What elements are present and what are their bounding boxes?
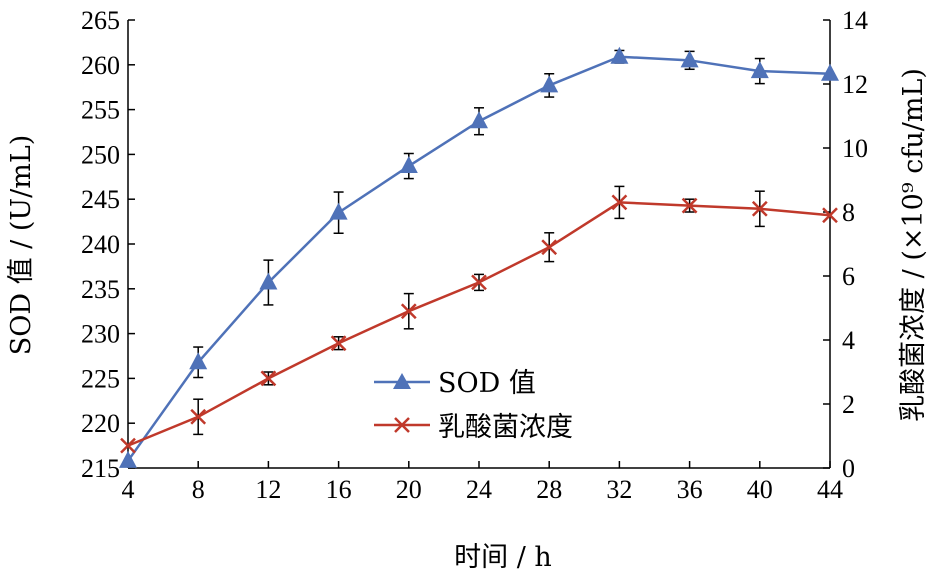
data-point-x: [190, 408, 207, 425]
data-point-triangle: [189, 352, 208, 370]
right-y-tick-label: 12: [842, 70, 868, 99]
legend-sod-marker: [393, 373, 411, 389]
x-tick-label: 24: [466, 475, 492, 504]
data-point-x: [611, 194, 628, 211]
data-point-triangle: [610, 46, 629, 64]
x-axis-title: 时间 / h: [454, 542, 552, 573]
right-y-tick-label: 8: [842, 198, 855, 227]
left-y-axis-title: SOD 值 / (U/mL): [6, 135, 37, 356]
legend: SOD 值 乳酸菌浓度: [374, 368, 573, 443]
legend-lactobacillus-label: 乳酸菌浓度: [438, 412, 573, 443]
left-y-tick-label: 260: [81, 51, 120, 80]
right-y-axis-ticks: 0 2 4 6 8 10 12 14: [823, 6, 868, 483]
series-sod: [119, 46, 839, 468]
data-point-triangle: [399, 156, 418, 174]
data-point-x: [260, 370, 277, 387]
left-y-tick-label: 250: [81, 140, 120, 169]
left-y-axis-ticks: 215 220 225 230 235 240 245 250 255 260 265: [81, 6, 135, 483]
left-y-tick-label: 245: [81, 185, 120, 214]
x-tick-label: 8: [192, 475, 205, 504]
x-tick-label: 28: [536, 475, 562, 504]
right-y-tick-label: 10: [842, 134, 868, 163]
right-y-tick-label: 6: [842, 262, 855, 291]
data-point-x: [541, 239, 558, 256]
data-point-x: [681, 197, 698, 214]
left-y-tick-label: 255: [81, 96, 120, 125]
data-point-x: [400, 303, 417, 320]
data-point-triangle: [470, 111, 488, 129]
data-point-triangle: [119, 450, 137, 468]
right-y-axis-title: 乳酸菌浓度 / (×10⁹ cfu/mL): [898, 68, 929, 422]
data-point-triangle: [750, 61, 769, 79]
x-axis-ticks: 4 8 12 16 20 24 28 32 36 40 44: [122, 461, 843, 504]
x-tick-label: 20: [396, 475, 422, 504]
x-tick-label: 4: [122, 475, 135, 504]
x-tick-label: 16: [326, 475, 352, 504]
data-point-triangle: [680, 50, 699, 68]
data-point-x: [751, 200, 768, 217]
legend-item-lactobacillus: 乳酸菌浓度: [374, 412, 573, 443]
data-point-triangle: [259, 272, 278, 290]
right-y-tick-label: 2: [842, 390, 855, 419]
data-point-x: [330, 335, 347, 352]
left-y-tick-label: 230: [81, 320, 120, 349]
right-y-tick-label: 14: [842, 6, 868, 35]
data-point-triangle: [821, 63, 839, 81]
left-y-tick-label: 235: [81, 275, 120, 304]
left-y-tick-label: 225: [81, 364, 120, 393]
x-tick-label: 36: [677, 475, 703, 504]
legend-lactobacillus-marker: [394, 417, 410, 433]
left-y-tick-label: 215: [81, 454, 120, 483]
x-tick-label: 44: [817, 475, 843, 504]
series-layer: [119, 46, 839, 468]
left-y-tick-label: 265: [81, 6, 120, 35]
x-tick-label: 40: [747, 475, 773, 504]
left-y-tick-label: 220: [81, 409, 120, 438]
data-point-x: [120, 437, 136, 454]
x-tick-label: 12: [255, 475, 281, 504]
right-y-tick-label: 4: [842, 326, 855, 355]
legend-sod-label: SOD 值: [438, 368, 536, 399]
data-point-triangle: [329, 202, 348, 220]
x-tick-label: 32: [606, 475, 632, 504]
right-y-tick-label: 0: [842, 454, 855, 483]
data-point-x: [822, 207, 838, 224]
left-y-tick-label: 240: [81, 230, 120, 259]
data-point-x: [471, 274, 487, 291]
axes-frame: [127, 20, 831, 469]
legend-item-sod: SOD 值: [374, 368, 536, 399]
series-lactobacillus: [120, 185, 838, 454]
data-point-triangle: [540, 75, 559, 93]
